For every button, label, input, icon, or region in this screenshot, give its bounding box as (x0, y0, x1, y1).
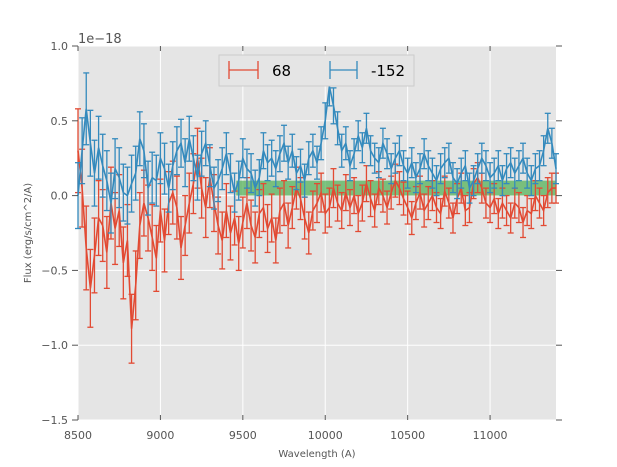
x-tick-label: 11000 (473, 429, 508, 442)
legend-label: -152 (371, 62, 405, 80)
y-offset-label: 1e−18 (78, 32, 122, 47)
highlight-band (236, 180, 556, 196)
legend-errorbar-icon (228, 61, 259, 79)
y-tick-label: −0.5 (41, 264, 68, 277)
y-tick-label: 0.0 (51, 190, 69, 203)
series-layer (75, 66, 559, 364)
x-tick-label: 8500 (64, 429, 92, 442)
series-line (77, 150, 556, 329)
y-tick-label: −1.5 (41, 414, 68, 427)
x-tick-label: 10500 (390, 429, 425, 442)
axes: 8500 9000 9500 10000 10500 11000 1.0 0.5 0.0 −0.5… (41, 40, 562, 442)
legend-entry-152: -152 (329, 61, 405, 80)
legend: 68 -152 (218, 54, 415, 87)
legend-label: 68 (272, 62, 291, 80)
series-line (77, 86, 557, 204)
y-tick-label: 1.0 (51, 40, 69, 53)
x-tick-label: 9000 (146, 429, 174, 442)
plot-background (78, 46, 556, 420)
legend-entry-68: 68 (228, 61, 291, 80)
y-tick-label: 0.5 (51, 115, 69, 128)
x-tick-label: 10000 (308, 429, 343, 442)
legend-errorbar-icon (329, 61, 358, 79)
y-axis-label: Flux (erg/s/cm^2/A) (23, 183, 34, 283)
x-axis-label: Wavelength (A) (278, 449, 355, 460)
band-layer (236, 180, 556, 196)
y-tick-label: −1.0 (41, 339, 68, 352)
x-tick-label: 9500 (229, 429, 257, 442)
series-neg152 (75, 66, 559, 234)
series-68 (75, 108, 559, 364)
